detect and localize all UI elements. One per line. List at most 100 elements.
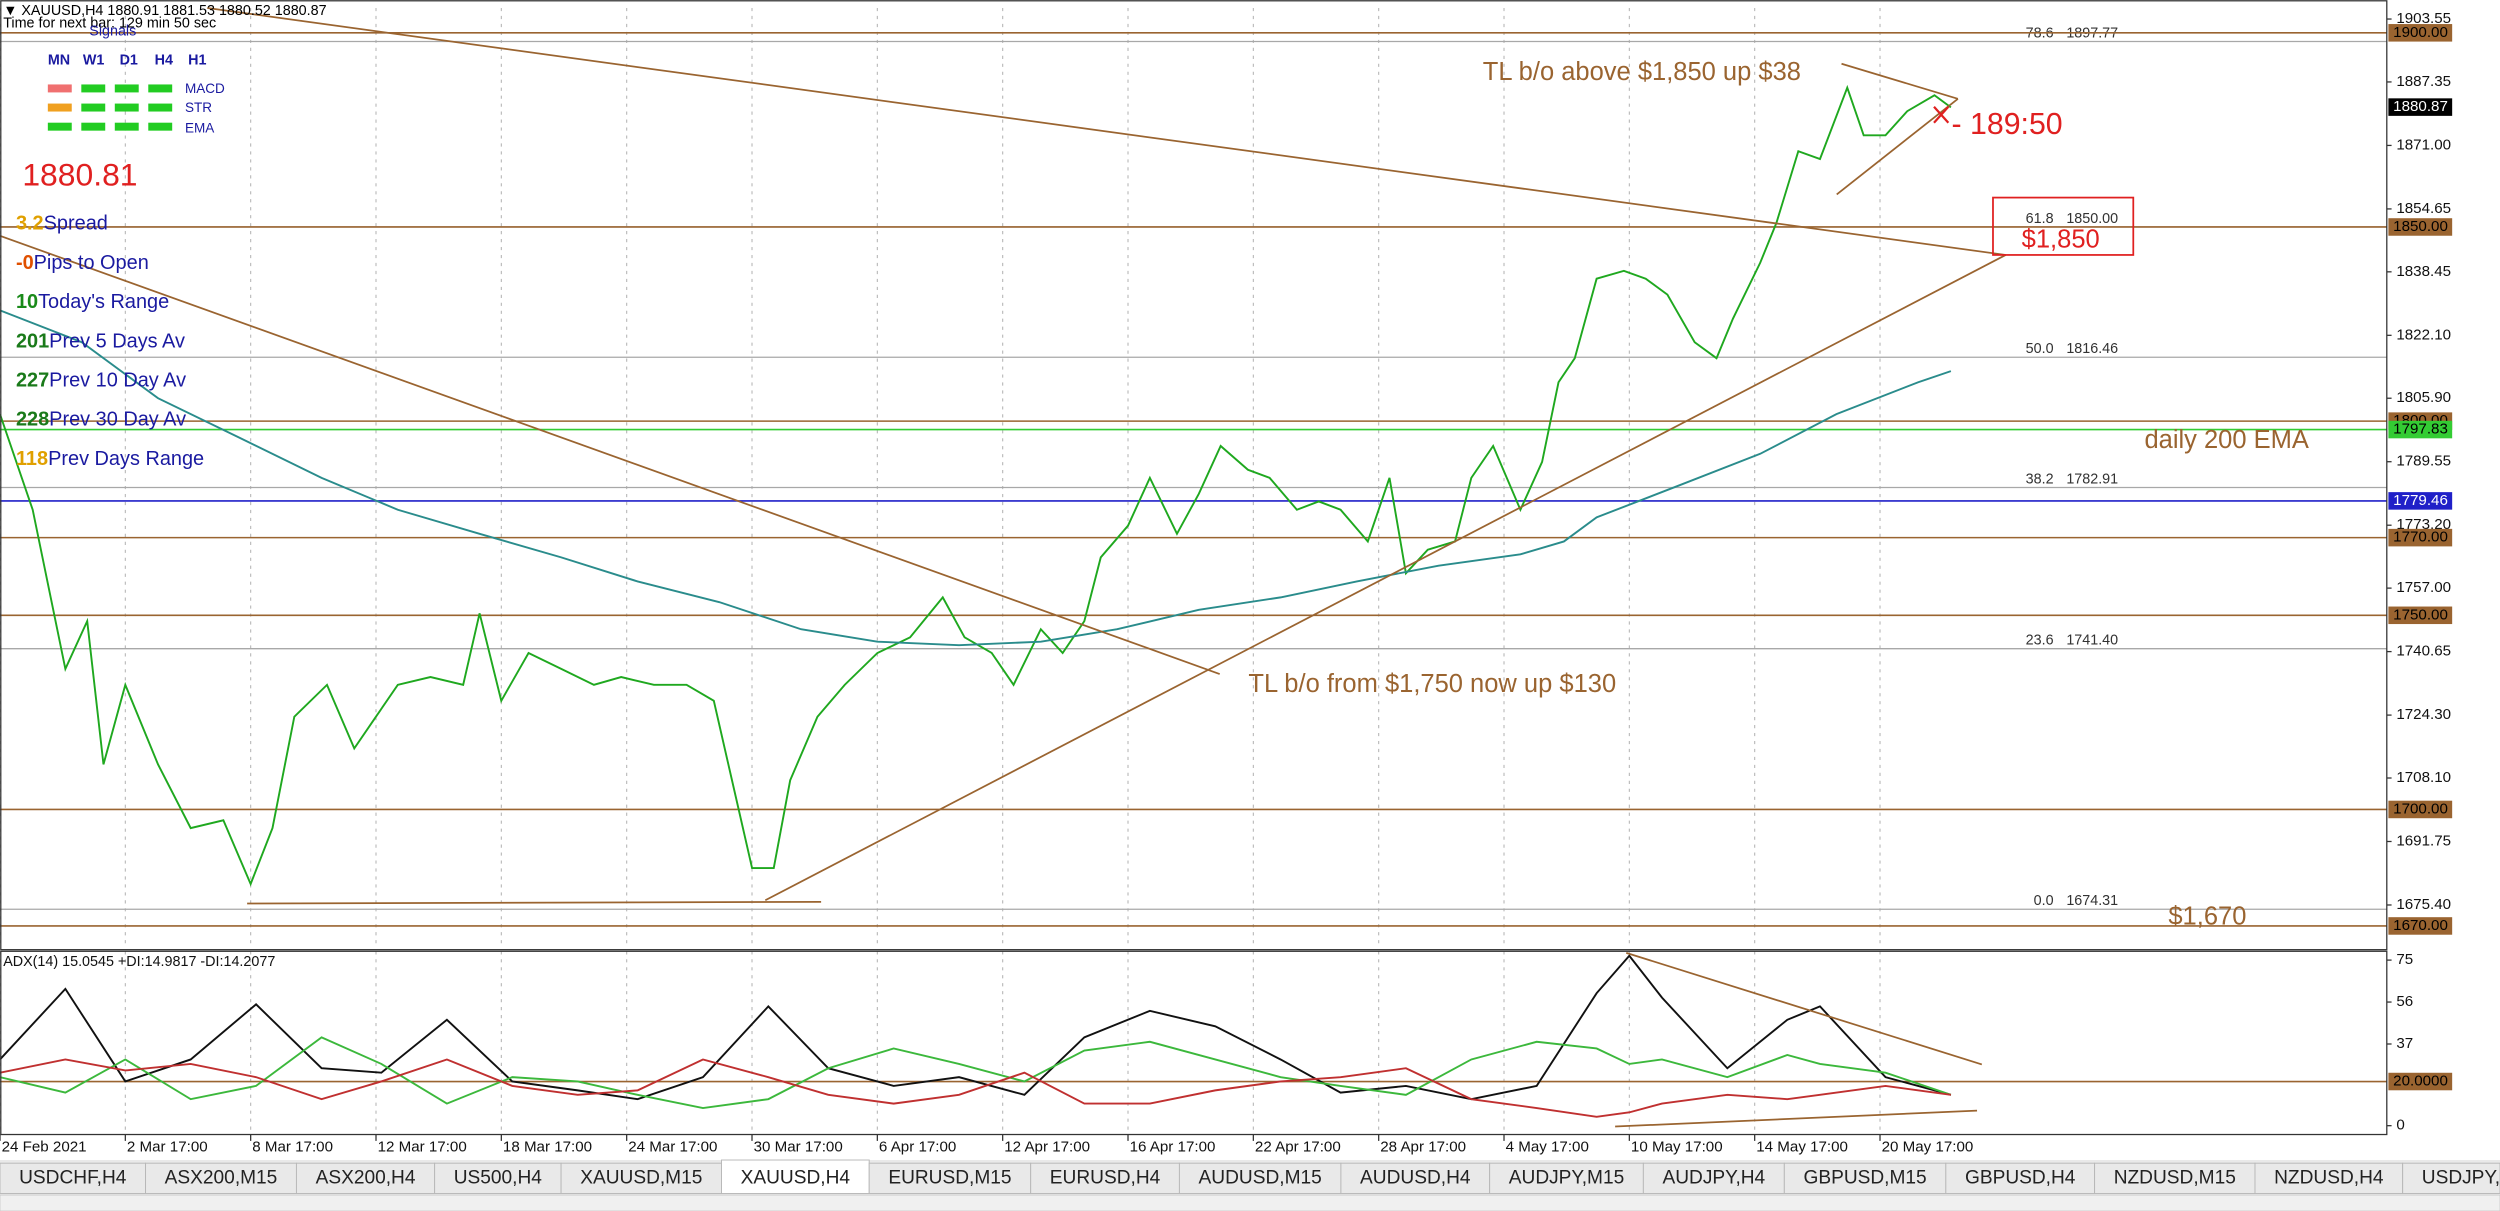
- drawings: [0, 0, 2388, 1136]
- tab[interactable]: ASX200,M15: [145, 1162, 297, 1194]
- info-label: Today's Range: [38, 291, 169, 313]
- tab[interactable]: USDJPY,M15: [2402, 1162, 2500, 1194]
- price-frame: [0, 0, 2388, 951]
- tab[interactable]: XAUUSD,H4: [721, 1159, 870, 1194]
- timeframe: W1: [83, 52, 105, 68]
- tab[interactable]: EURUSD,M15: [868, 1162, 1032, 1194]
- y-tick-label: 1724.30: [2396, 706, 2451, 723]
- trend-line: [764, 254, 2007, 902]
- info-row: -0Pips to Open: [16, 252, 149, 274]
- bar-timer: Time for next bar: 129 min 50 sec: [3, 16, 216, 32]
- y-tick-label: 1887.35: [2396, 73, 2451, 90]
- tab[interactable]: AUDJPY,M15: [1489, 1162, 1644, 1194]
- tab-label[interactable]: ASX200,H4: [316, 1167, 416, 1188]
- tab-label[interactable]: GBPUSD,M15: [1803, 1167, 1926, 1188]
- tab-bg[interactable]: [721, 1159, 870, 1194]
- tab-bg[interactable]: [2402, 1162, 2500, 1194]
- y-tick-label: 1789.55: [2396, 453, 2451, 470]
- annotation: TL b/o above $1,850 up $38: [1483, 58, 1801, 86]
- tab-label[interactable]: ASX200,M15: [165, 1167, 278, 1188]
- tab-label[interactable]: USDJPY,M15: [2422, 1167, 2500, 1188]
- support-line: [247, 900, 822, 905]
- tab[interactable]: GBPUSD,M15: [1783, 1162, 1947, 1194]
- info-value: 228: [16, 409, 49, 431]
- tab-bg[interactable]: [434, 1162, 562, 1194]
- level-label: 1797.83: [2393, 421, 2448, 438]
- tab-label[interactable]: NZDUSD,M15: [2114, 1167, 2236, 1188]
- signal-cell: [81, 122, 106, 131]
- tab-bg[interactable]: [0, 1162, 147, 1194]
- x-tick-label: 12 Mar 17:00: [378, 1138, 467, 1155]
- tab[interactable]: US500,H4: [434, 1162, 562, 1194]
- price-display: 1880.81: [22, 156, 137, 192]
- highlight-box: [1992, 196, 2135, 256]
- tab-label[interactable]: AUDUSD,M15: [1199, 1167, 1322, 1188]
- tab-bg[interactable]: [295, 1162, 436, 1194]
- tab-bg[interactable]: [560, 1162, 722, 1194]
- tab-bg[interactable]: [1642, 1162, 1785, 1194]
- tab-bg[interactable]: [1340, 1162, 1491, 1194]
- fib-price: 1674.31: [2066, 893, 2118, 909]
- fib-ratio: 61.8: [2026, 211, 2054, 227]
- series-line: [0, 309, 1952, 647]
- y-tick-label: 1903.55: [2396, 10, 2451, 27]
- tab-bg[interactable]: [2094, 1162, 2256, 1194]
- tab-label[interactable]: AUDJPY,H4: [1662, 1167, 1765, 1188]
- tab[interactable]: ASX200,H4: [295, 1162, 436, 1194]
- last-price-label: 1880.87: [2393, 98, 2448, 115]
- info-label: Prev 30 Day Av: [49, 409, 186, 431]
- status-bar: [0, 1194, 2500, 1211]
- tab[interactable]: XAUUSD,M15: [560, 1162, 722, 1194]
- level-label-box: [2388, 528, 2453, 547]
- tab-label[interactable]: EURUSD,M15: [888, 1167, 1011, 1188]
- tab-bg[interactable]: [1030, 1162, 1180, 1194]
- x-tick-label: 12 Apr 17:00: [1004, 1138, 1090, 1155]
- tab[interactable]: EURUSD,H4: [1030, 1162, 1180, 1194]
- info-value: 118: [16, 448, 48, 470]
- tab-label[interactable]: US500,H4: [454, 1167, 543, 1188]
- tab-label[interactable]: GBPUSD,H4: [1965, 1167, 2076, 1188]
- x-tick-label: 28 Apr 17:00: [1380, 1138, 1466, 1155]
- level-label: 1900.00: [2393, 24, 2448, 41]
- tab-label[interactable]: AUDJPY,M15: [1509, 1167, 1624, 1188]
- annotation: $1,850: [2022, 225, 2100, 253]
- tab[interactable]: AUDUSD,H4: [1340, 1162, 1491, 1194]
- info-row: 227Prev 10 Day Av: [16, 370, 186, 392]
- tab[interactable]: AUDJPY,H4: [1642, 1162, 1785, 1194]
- info-row: 228Prev 30 Day Av: [16, 409, 186, 431]
- info-value: 227: [16, 370, 49, 392]
- y-tick-label: 1854.65: [2396, 200, 2451, 217]
- timeframe: H1: [188, 52, 206, 68]
- tab-bar: USDCHF,H4 ASX200,M15 ASX200,H4 US500,H4 XAUU…: [0, 1159, 2500, 1211]
- tab-label[interactable]: EURUSD,H4: [1050, 1167, 1161, 1188]
- signal-cell: [114, 122, 139, 131]
- tab-label[interactable]: USDCHF,H4: [19, 1167, 127, 1188]
- x-tick-label: 2 Mar 17:00: [127, 1138, 208, 1155]
- trend-line: [0, 235, 1221, 675]
- y-tick-label: 75: [2396, 951, 2413, 968]
- tab-label[interactable]: XAUUSD,M15: [580, 1167, 702, 1188]
- tab[interactable]: NZDUSD,H4: [2254, 1162, 2404, 1194]
- timeframe: H4: [155, 52, 173, 68]
- tab-label[interactable]: AUDUSD,H4: [1360, 1167, 1471, 1188]
- tab-bg[interactable]: [145, 1162, 297, 1194]
- tab-bg[interactable]: [2254, 1162, 2404, 1194]
- fib-ratio: 38.2: [2026, 471, 2054, 487]
- tab-bg[interactable]: [868, 1162, 1032, 1194]
- tab[interactable]: NZDUSD,M15: [2094, 1162, 2256, 1194]
- tab[interactable]: AUDUSD,M15: [1178, 1162, 1342, 1194]
- tab-label[interactable]: XAUUSD,H4: [741, 1167, 851, 1188]
- fib-ratio: 50.0: [2026, 341, 2054, 357]
- x-tick-label: 22 Apr 17:00: [1255, 1138, 1341, 1155]
- timeframe: D1: [120, 52, 138, 68]
- level-label-box: [2388, 420, 2453, 439]
- tab-label[interactable]: NZDUSD,H4: [2274, 1167, 2384, 1188]
- tab[interactable]: GBPUSD,H4: [1945, 1162, 2096, 1194]
- level-label: 20.0000: [2393, 1073, 2448, 1090]
- signal-cell: [47, 103, 72, 112]
- info-label: Prev 5 Days Av: [49, 331, 185, 353]
- x-tick-label: 18 Mar 17:00: [503, 1138, 592, 1155]
- symbol-text: XAUUSD,H4 1880.91 1881.53 1880.52 1880.8…: [21, 3, 326, 19]
- tab[interactable]: USDCHF,H4: [0, 1162, 147, 1194]
